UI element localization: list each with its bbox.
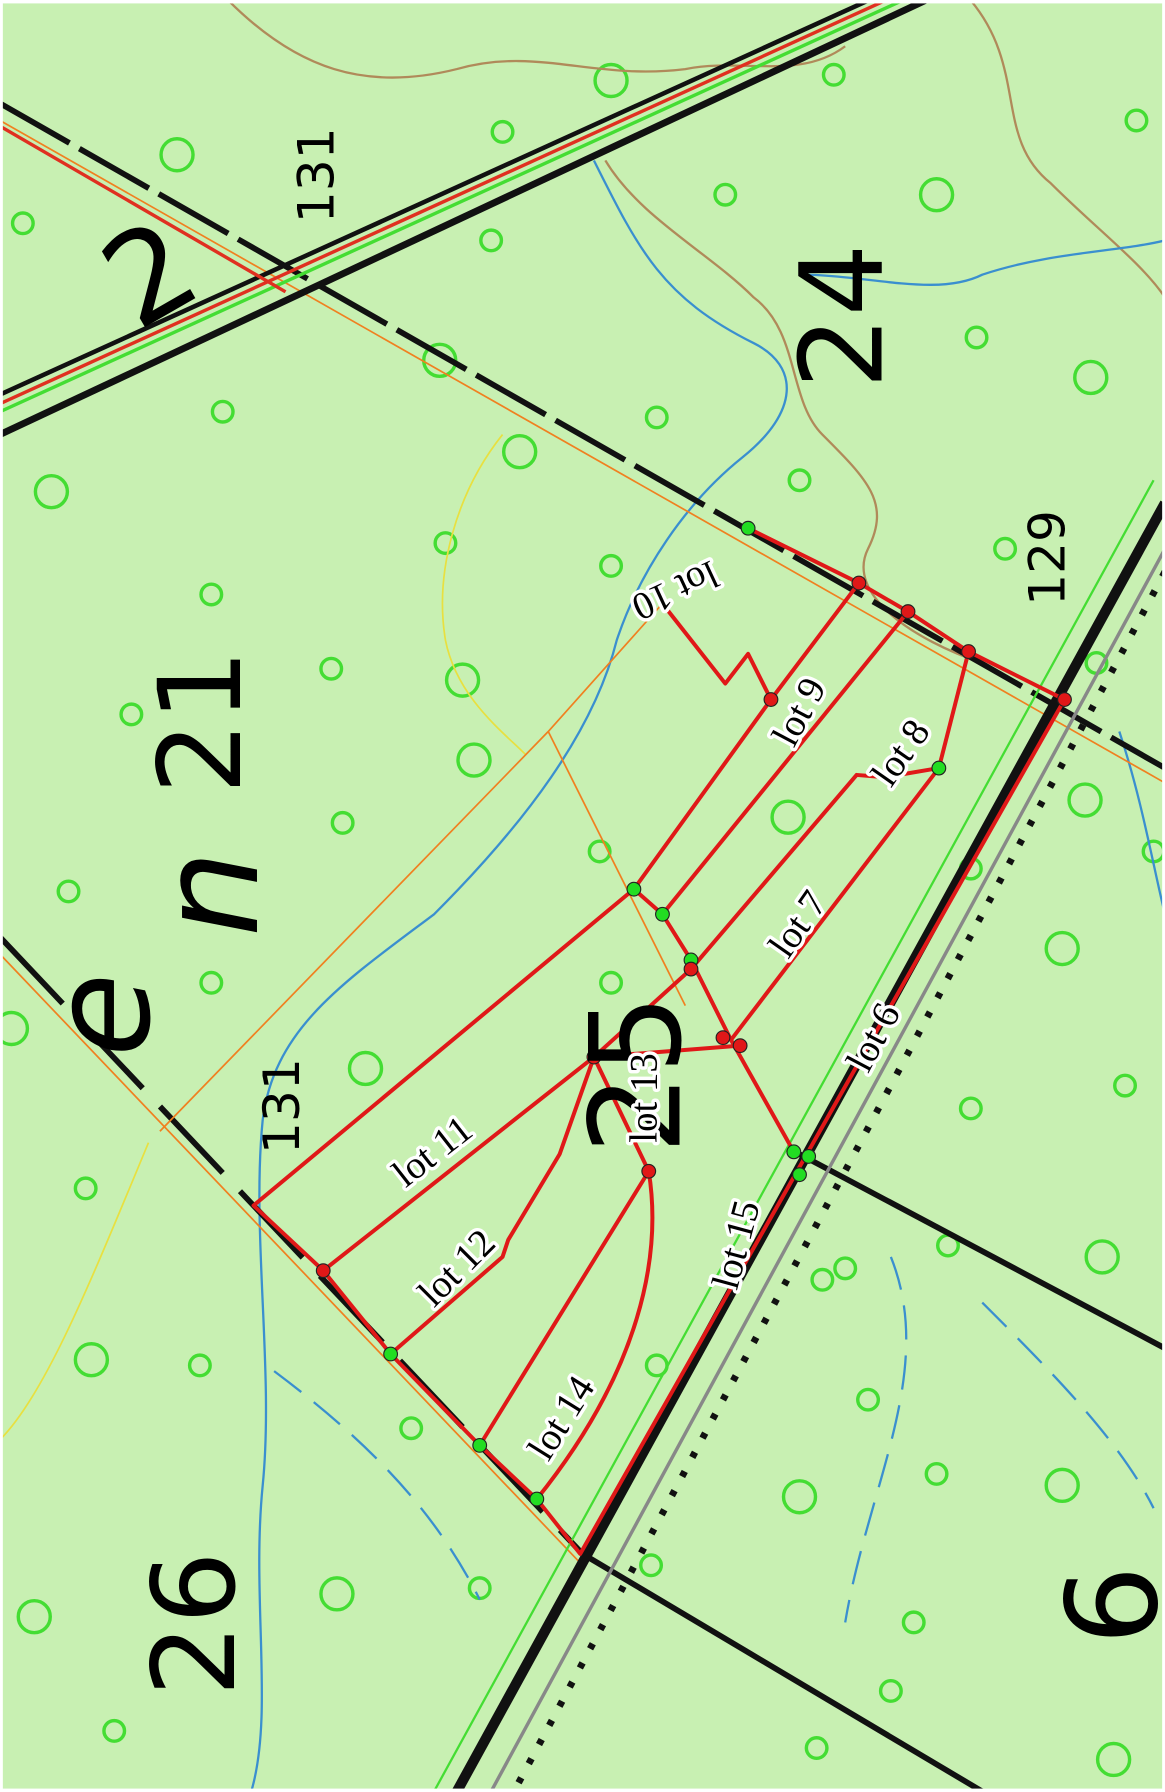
survey-point bbox=[316, 1264, 330, 1278]
survey-point bbox=[642, 1164, 656, 1178]
survey-point bbox=[741, 521, 755, 535]
survey-point bbox=[901, 605, 915, 619]
lot-label: lot 13 bbox=[623, 1053, 666, 1143]
road-label: 131 bbox=[252, 1058, 311, 1154]
section-number: 24 bbox=[776, 244, 909, 389]
survey-point bbox=[530, 1492, 544, 1506]
survey-point bbox=[473, 1439, 487, 1453]
survey-point bbox=[627, 882, 641, 896]
section-number: 6 bbox=[1039, 1565, 1165, 1645]
survey-point bbox=[656, 907, 670, 921]
section-number: 21 bbox=[134, 649, 267, 794]
map: 2 131 131 129 24 21 26 6 25 n e lot 6 lo… bbox=[0, 0, 1165, 1792]
survey-point bbox=[684, 962, 698, 976]
page: {"map_labels": { "top_left": "2", "road_… bbox=[0, 0, 1165, 1792]
section-number: 26 bbox=[128, 1551, 261, 1696]
survey-point bbox=[384, 1347, 398, 1361]
survey-point bbox=[932, 761, 946, 775]
survey-point bbox=[793, 1168, 807, 1182]
survey-point bbox=[802, 1150, 816, 1164]
place-label: e bbox=[22, 973, 181, 1057]
place-label: n bbox=[131, 850, 290, 937]
survey-point bbox=[787, 1145, 801, 1159]
road-label: 129 bbox=[1017, 510, 1076, 606]
survey-point bbox=[764, 693, 778, 707]
road-label: 131 bbox=[287, 127, 346, 223]
survey-point bbox=[733, 1039, 747, 1053]
survey-point bbox=[1058, 693, 1072, 707]
survey-point bbox=[962, 645, 976, 659]
survey-point bbox=[852, 576, 866, 590]
survey-point bbox=[716, 1031, 730, 1045]
